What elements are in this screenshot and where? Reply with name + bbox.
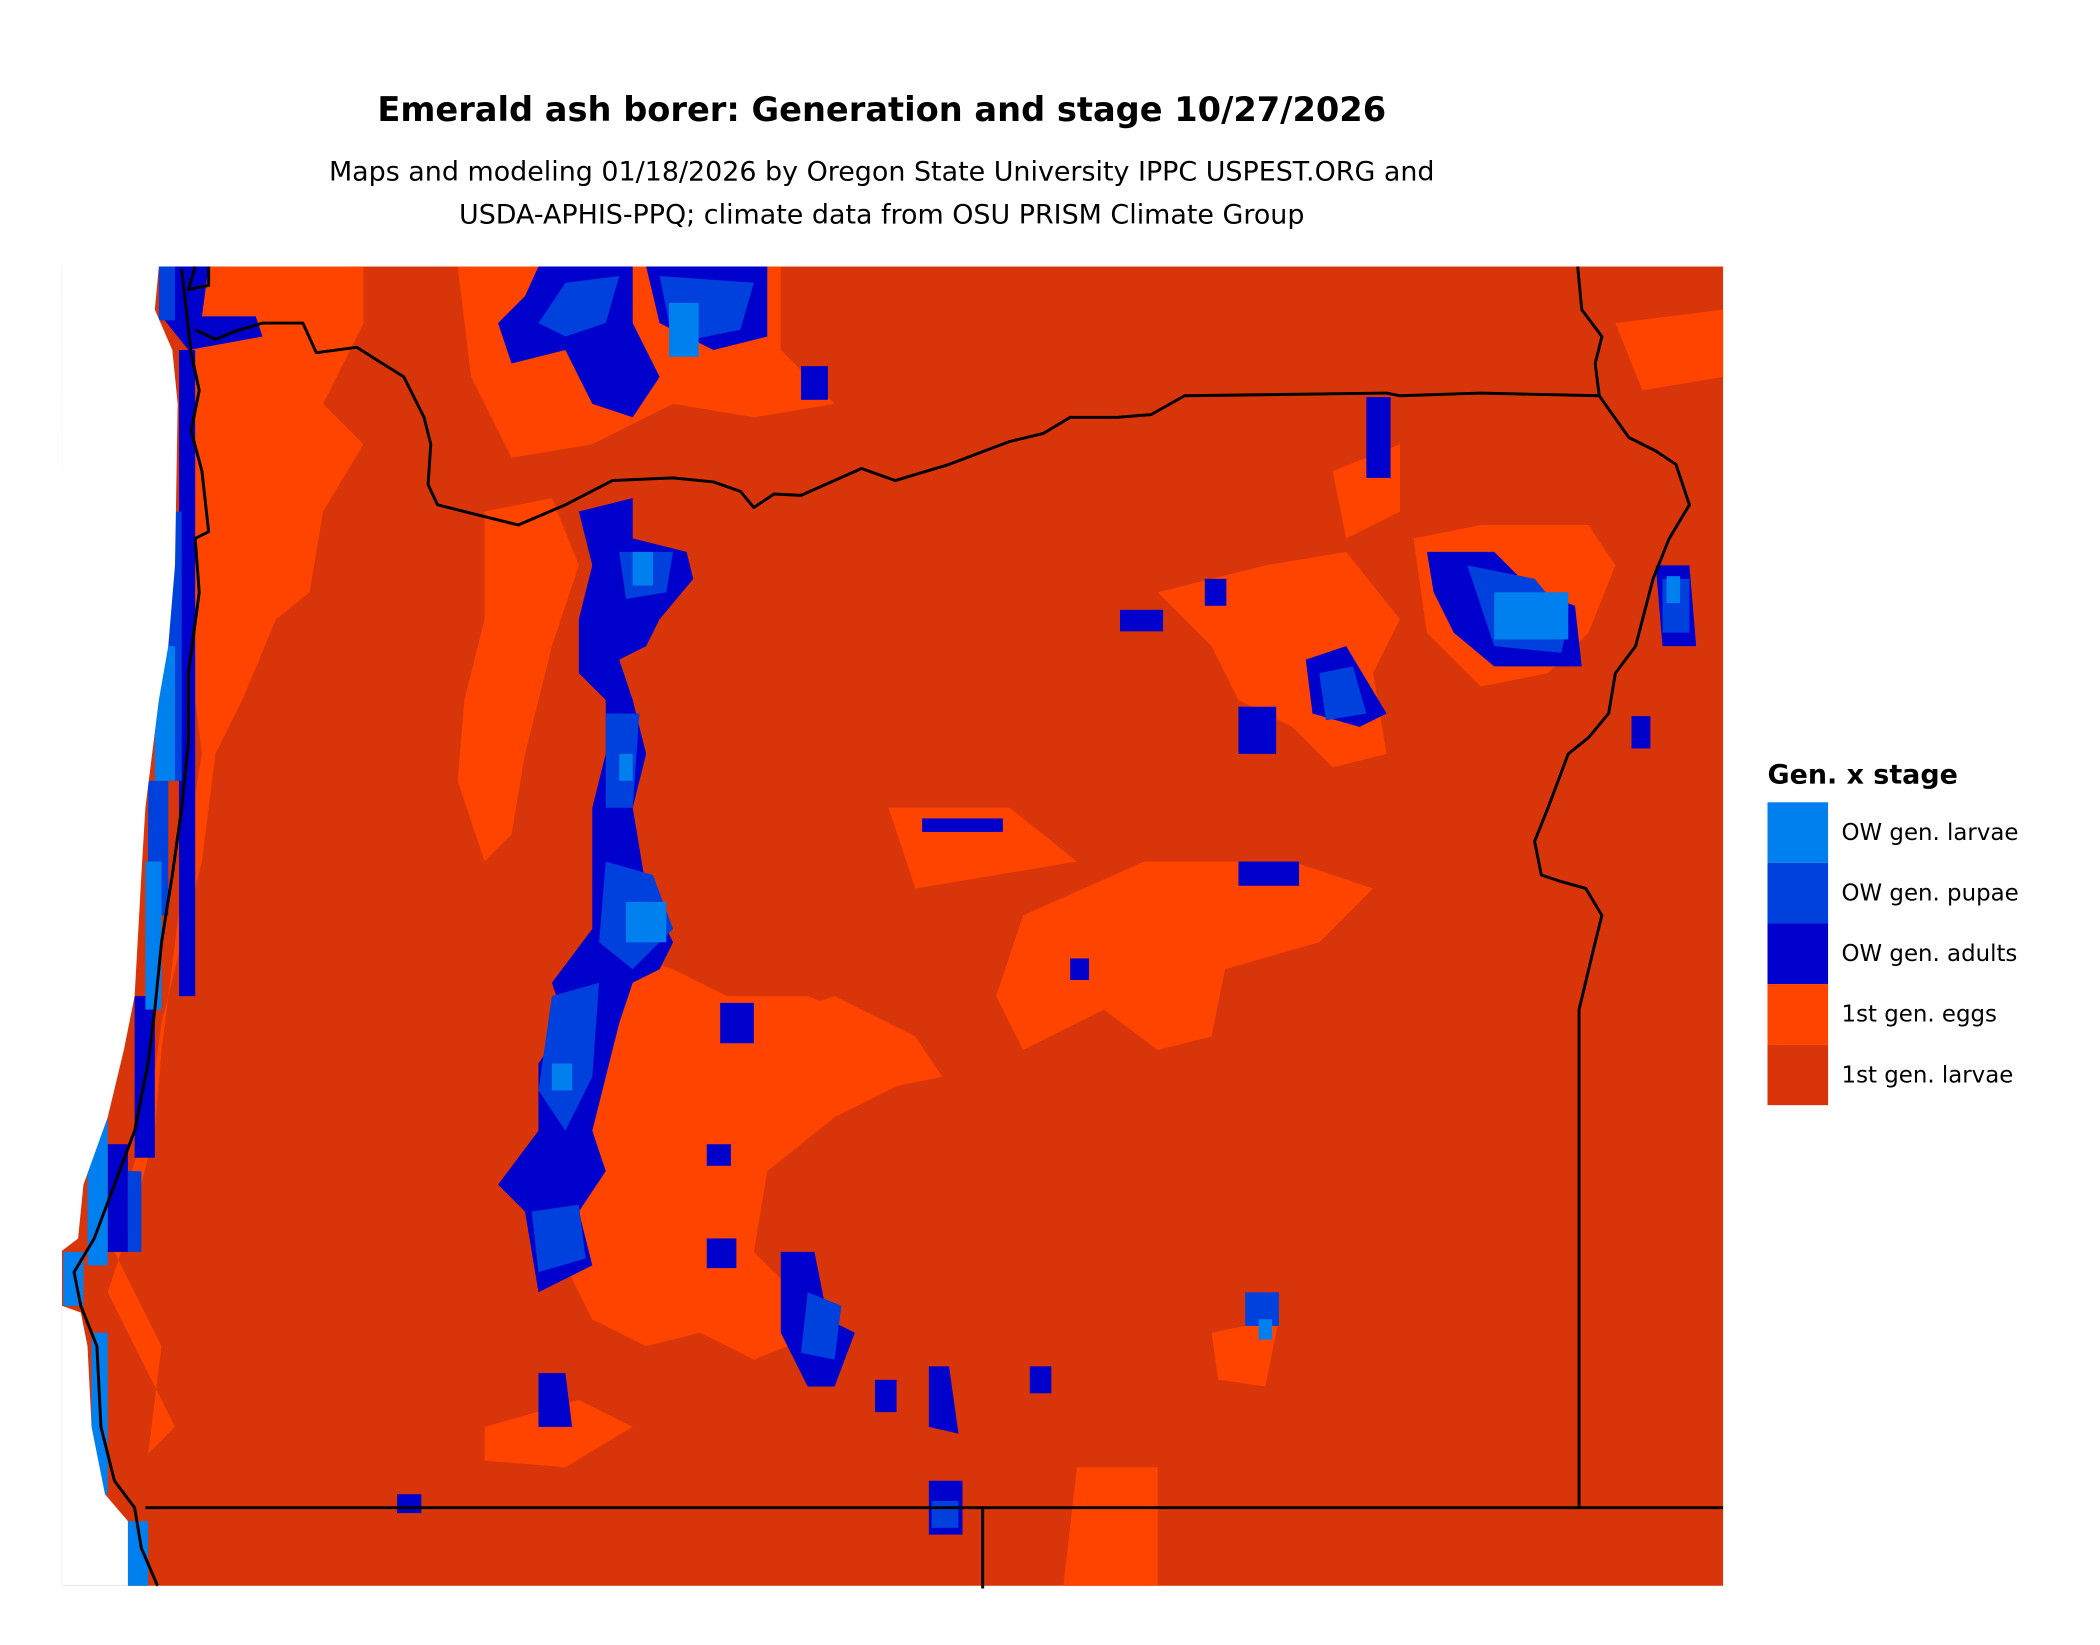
ocean-mask-south xyxy=(61,1305,128,1586)
legend-swatch xyxy=(1767,1044,1829,1106)
ocean-mask xyxy=(60,266,178,1252)
legend-label: 1st gen. larvae xyxy=(1842,1062,2014,1088)
legend-label: 1st gen. eggs xyxy=(1842,1002,1997,1028)
legend-item-1st-larvae: 1st gen. larvae xyxy=(1767,1044,2014,1106)
legend-swatch xyxy=(1767,802,1829,863)
legend-item-ow-pupae: OW gen. pupae xyxy=(1767,862,2019,924)
legend-swatch xyxy=(1767,984,1829,1045)
map-subtitle-line-1: Maps and modeling 01/18/2026 by Oregon S… xyxy=(329,156,1435,187)
legend-item-1st-eggs: 1st gen. eggs xyxy=(1767,984,1997,1045)
raster-ow-gen-pupae xyxy=(127,266,1690,1528)
legend-label: OW gen. larvae xyxy=(1842,820,2019,846)
legend-swatch xyxy=(1767,923,1829,985)
legend-label: OW gen. pupae xyxy=(1842,881,2019,907)
legend-label: OW gen. adults xyxy=(1842,941,2018,967)
coastline xyxy=(186,266,211,291)
map-raster xyxy=(60,266,1724,1586)
columbia-river-boundary xyxy=(194,321,1600,527)
legend-item-ow-adults: OW gen. adults xyxy=(1767,923,2018,985)
coastline xyxy=(72,269,211,1587)
idaho-boundary xyxy=(1533,266,1691,1508)
legend: Gen. x stage OW gen. larvae OW gen. pupa… xyxy=(1767,759,2019,1106)
boundaries xyxy=(72,266,1724,1589)
map-title: Emerald ash borer: Generation and stage … xyxy=(377,90,1386,129)
map-subtitle-line-2: USDA-APHIS-PPQ; climate data from OSU PR… xyxy=(459,199,1304,230)
legend-title: Gen. x stage xyxy=(1768,759,1958,790)
raster-base-1st-gen-larvae xyxy=(61,266,1724,1586)
legend-swatch xyxy=(1767,862,1829,924)
legend-item-ow-larvae: OW gen. larvae xyxy=(1767,802,2019,863)
